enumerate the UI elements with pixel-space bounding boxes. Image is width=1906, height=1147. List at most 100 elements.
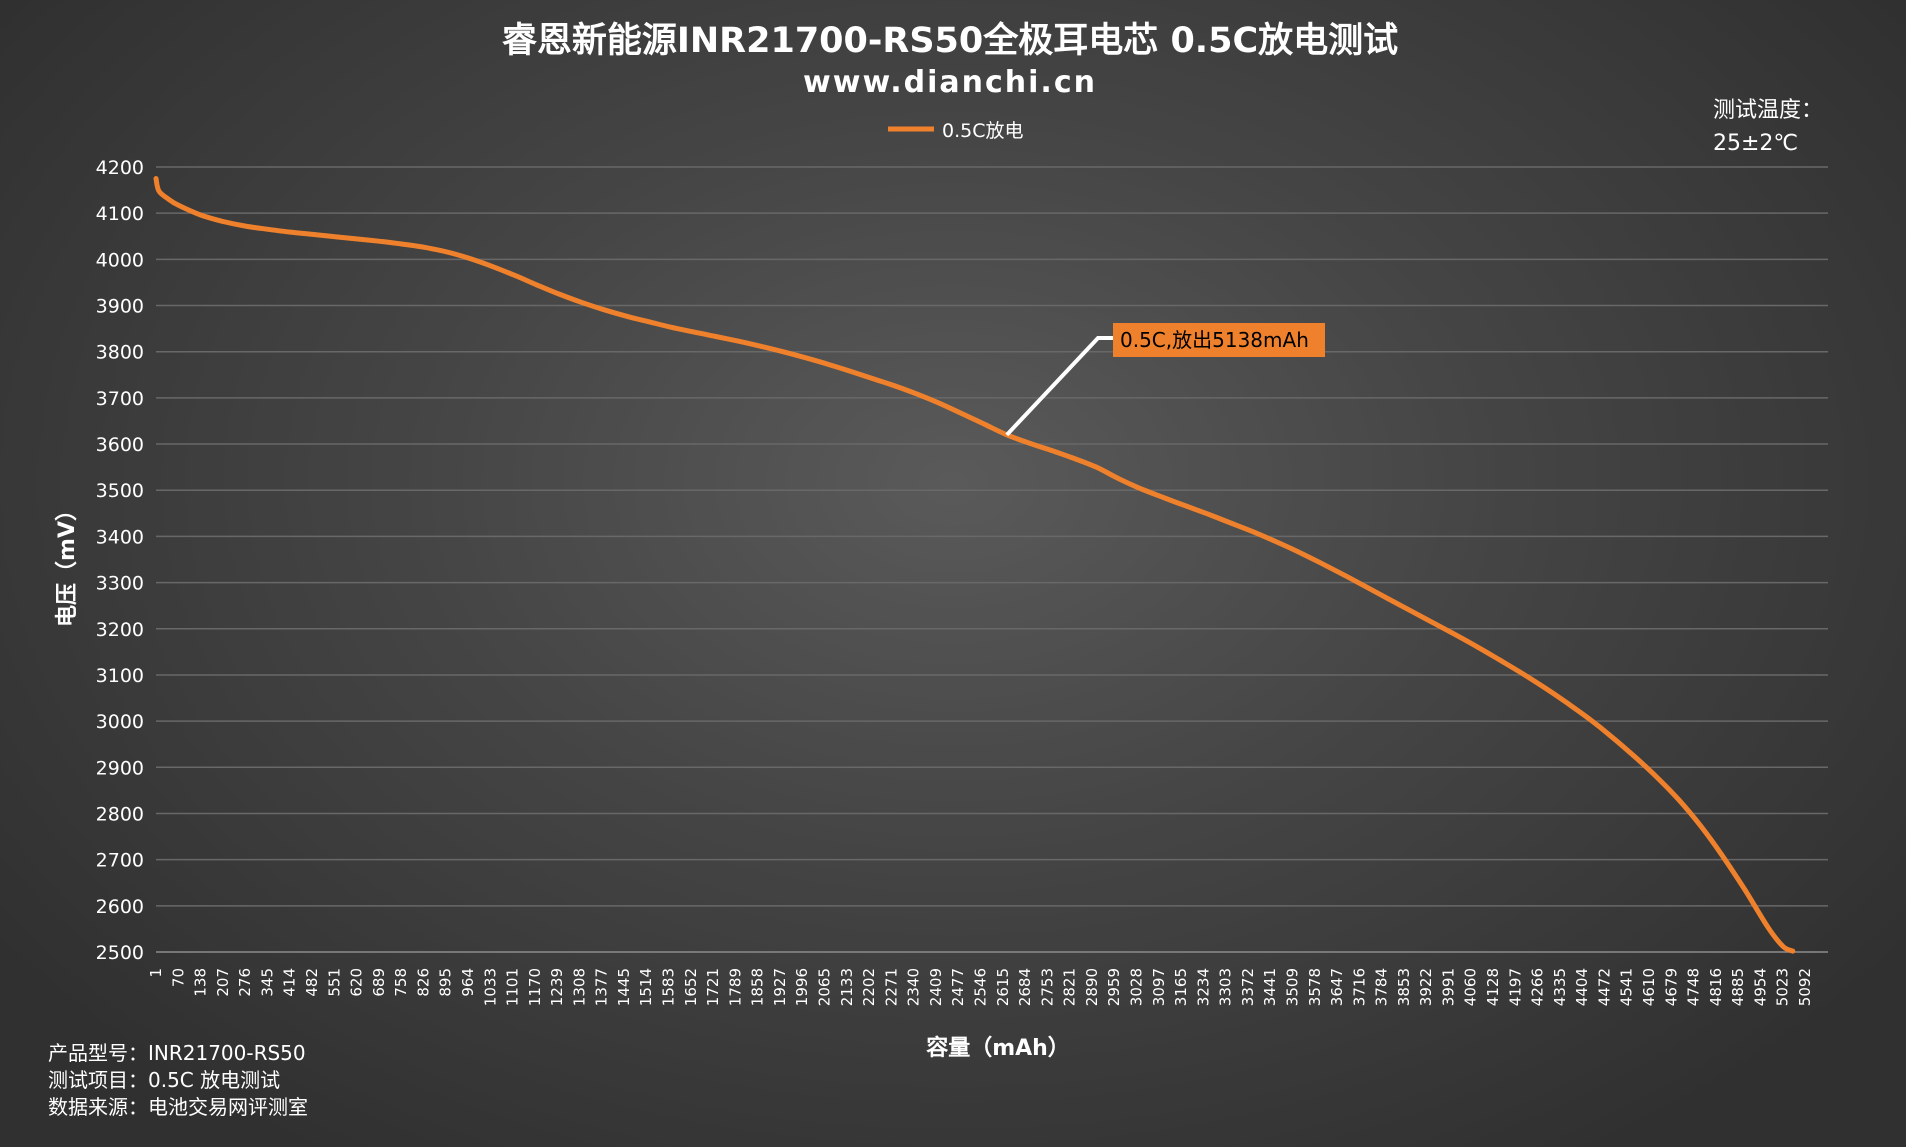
x-tick-label: 689: [370, 968, 388, 997]
x-tick-label: 70: [169, 968, 187, 987]
y-tick-label: 2500: [96, 942, 144, 964]
x-tick-label: 4679: [1662, 968, 1680, 1006]
x-tick-label: 551: [325, 968, 343, 997]
footer-source: 数据来源：电池交易网评测室: [48, 1095, 308, 1119]
x-tick-label: 1514: [637, 968, 655, 1006]
x-tick-label: 1721: [704, 968, 722, 1006]
x-tick-label: 1858: [749, 968, 767, 1006]
y-tick-label: 4200: [96, 157, 144, 179]
x-tick-label: 3303: [1217, 968, 1235, 1006]
x-tick-label: 2340: [905, 968, 923, 1006]
callout: 0.5C,放出5138mAh: [1005, 323, 1325, 437]
x-tick-label: 1239: [548, 968, 566, 1006]
x-tick-label: 4472: [1595, 968, 1613, 1006]
x-tick-label: 826: [414, 968, 432, 997]
y-tick-label: 4000: [96, 249, 144, 271]
x-tick-label: 4128: [1484, 968, 1502, 1006]
y-tick-label: 3600: [96, 434, 144, 456]
footer-info: 产品型号：INR21700-RS50 测试项目：0.5C 放电测试 数据来源：电…: [48, 1040, 308, 1121]
x-tick-label: 4610: [1640, 968, 1658, 1006]
x-tick-label: 758: [392, 968, 410, 997]
y-tick-labels: 2500 2600 2700 2800 2900 3000 3100 3200 3300 3400…: [96, 157, 144, 964]
x-tick-label: 482: [303, 968, 321, 997]
x-tick-label: 2477: [949, 968, 967, 1006]
x-tick-label: 895: [437, 968, 455, 997]
x-tick-label: 207: [214, 968, 232, 997]
x-tick-label: 3922: [1417, 968, 1435, 1006]
x-tick-label: 3784: [1373, 968, 1391, 1006]
gridlines: [156, 166, 1828, 953]
x-tick-label: 4266: [1529, 968, 1547, 1006]
x-tick-label: 2753: [1038, 968, 1056, 1006]
x-tick-label: 2546: [972, 968, 990, 1006]
x-tick-label: 1789: [726, 968, 744, 1006]
x-tick-label: 4335: [1551, 968, 1569, 1006]
x-tick-label: 2202: [860, 968, 878, 1006]
x-tick-label: 1033: [481, 968, 499, 1006]
series-line-0.5c-discharge: [153, 176, 1796, 954]
x-tick-label: 414: [281, 968, 299, 997]
x-tick-label: 1652: [682, 968, 700, 1006]
x-tick-label: 3578: [1306, 968, 1324, 1006]
chart-subtitle: www.dianchi.cn: [803, 65, 1097, 100]
x-tick-label: 3234: [1194, 968, 1212, 1006]
x-tick-label: 3028: [1127, 968, 1145, 1006]
y-axis-label: 电压（mV）: [55, 499, 80, 627]
x-tick-label: 4197: [1506, 968, 1524, 1006]
x-tick-label: 5092: [1796, 968, 1814, 1006]
x-tick-label: 1377: [593, 968, 611, 1006]
y-tick-label: 2800: [96, 803, 144, 825]
x-tick-label: 1927: [771, 968, 789, 1006]
y-tick-label: 2600: [96, 896, 144, 918]
x-tick-label: 4954: [1751, 968, 1769, 1006]
y-tick-label: 3400: [96, 526, 144, 548]
x-tick-label: 4748: [1685, 968, 1703, 1006]
y-tick-label: 3700: [96, 388, 144, 410]
x-tick-label: 276: [236, 968, 254, 997]
x-tick-label: 4404: [1573, 968, 1591, 1006]
y-tick-label: 2900: [96, 757, 144, 779]
footer-model: 产品型号：INR21700-RS50: [48, 1041, 306, 1065]
x-tick-labels: 1 70 138 207 276 345 414 482 551 620 689 758 826 895 9…: [147, 968, 1814, 1006]
x-tick-label: 1101: [504, 968, 522, 1006]
y-tick-label: 4100: [96, 203, 144, 225]
x-tick-label: 1583: [660, 968, 678, 1006]
x-tick-label: 1445: [615, 968, 633, 1006]
x-tick-label: 3372: [1239, 968, 1257, 1006]
y-tick-label: 3200: [96, 619, 144, 641]
x-tick-label: 3509: [1283, 968, 1301, 1006]
x-tick-label: 1: [147, 968, 165, 978]
x-tick-label: 1996: [793, 968, 811, 1006]
x-tick-label: 3853: [1395, 968, 1413, 1006]
x-tick-label: 4541: [1618, 968, 1636, 1006]
x-tick-label: 2065: [816, 968, 834, 1006]
x-tick-label: 620: [348, 968, 366, 997]
callout-leader-line: [1005, 336, 1113, 437]
x-tick-label: 2684: [1016, 968, 1034, 1006]
callout-text: 0.5C,放出5138mAh: [1120, 328, 1309, 352]
x-tick-label: 3165: [1172, 968, 1190, 1006]
x-tick-label: 3716: [1350, 968, 1368, 1006]
test-temperature: 测试温度： 25±2℃: [1713, 94, 1823, 160]
x-tick-label: 3991: [1439, 968, 1457, 1006]
footer-test-item: 测试项目：0.5C 放电测试: [48, 1068, 281, 1092]
x-tick-label: 2821: [1061, 968, 1079, 1006]
chart-title: 睿恩新能源INR21700-RS50全极耳电芯 0.5C放电测试: [502, 20, 1398, 61]
x-tick-label: 4885: [1729, 968, 1747, 1006]
x-tick-label: 2890: [1083, 968, 1101, 1006]
x-tick-label: 2615: [994, 968, 1012, 1006]
legend-label: 0.5C放电: [942, 120, 1023, 142]
y-tick-label: 3800: [96, 342, 144, 364]
x-tick-label: 138: [192, 968, 210, 997]
x-tick-label: 2133: [838, 968, 856, 1006]
y-tick-label: 3500: [96, 480, 144, 502]
x-tick-label: 4060: [1462, 968, 1480, 1006]
y-tick-label: 2700: [96, 850, 144, 872]
x-tick-label: 1170: [526, 968, 544, 1006]
x-tick-label: 5023: [1774, 968, 1792, 1006]
y-tick-label: 3100: [96, 665, 144, 687]
x-tick-label: 964: [459, 968, 477, 997]
x-tick-label: 1308: [570, 968, 588, 1006]
legend: 0.5C放电: [888, 120, 1023, 142]
